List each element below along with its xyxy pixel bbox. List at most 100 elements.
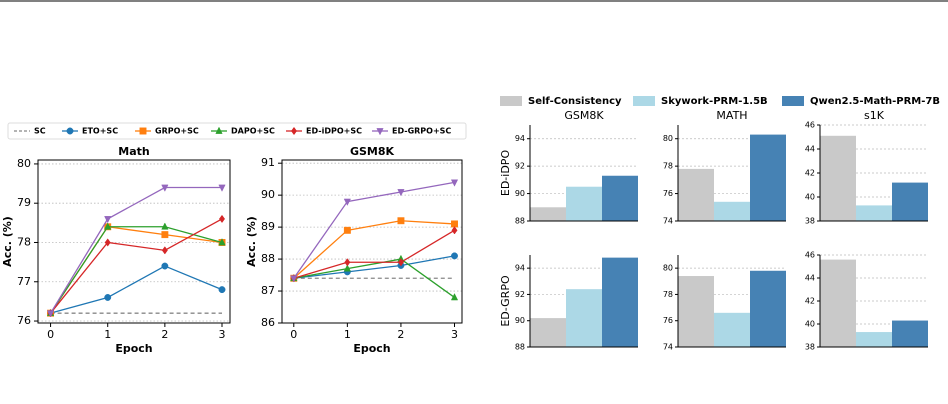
series-line xyxy=(293,229,455,279)
y-tick-label: 79 xyxy=(17,196,31,209)
bar xyxy=(678,168,714,221)
y-axis-label: Acc. (%) xyxy=(1,216,14,267)
y-tick-label: 76 xyxy=(663,189,673,198)
bar xyxy=(566,186,602,221)
point xyxy=(343,198,351,206)
bar xyxy=(892,320,928,347)
y-tick-label: 88 xyxy=(515,343,525,352)
series-line xyxy=(293,258,455,298)
point xyxy=(397,217,405,225)
x-tick-label: 2 xyxy=(161,328,168,341)
point xyxy=(376,128,384,136)
point xyxy=(450,293,459,301)
y-tick-label: 76 xyxy=(663,316,673,325)
y-tick-label: 74 xyxy=(663,217,673,226)
legend-label: Qwen2.5-Math-PRM-7B xyxy=(810,96,940,107)
y-tick-label: 80 xyxy=(663,134,673,143)
y-tick-label: 42 xyxy=(805,169,815,178)
row-label: ED-GRPO xyxy=(499,275,512,327)
series-line xyxy=(293,181,455,279)
y-tick-label: 38 xyxy=(805,217,815,226)
x-tick-label: 0 xyxy=(47,328,54,341)
x-axis-label: Epoch xyxy=(353,342,390,355)
x-tick-label: 3 xyxy=(219,328,226,341)
y-tick-label: 40 xyxy=(805,193,815,202)
x-tick-label: 0 xyxy=(290,328,297,341)
bar xyxy=(678,276,714,347)
legend-swatch xyxy=(633,96,655,106)
y-tick-label: 74 xyxy=(663,343,673,352)
point xyxy=(161,222,169,230)
point xyxy=(46,310,55,318)
bar xyxy=(856,332,892,347)
bar xyxy=(820,135,856,221)
y-tick-label: 86 xyxy=(261,316,275,329)
point xyxy=(397,258,404,267)
legend-label: ED-iDPO+SC xyxy=(306,127,362,136)
series-line xyxy=(293,220,455,279)
point xyxy=(139,127,147,135)
legend-label: Self-Consistency xyxy=(528,96,622,107)
y-tick-label: 91 xyxy=(261,156,275,169)
legend-label: DAPO+SC xyxy=(231,127,275,136)
y-tick-label: 90 xyxy=(515,316,525,325)
y-tick-label: 46 xyxy=(805,121,815,130)
point xyxy=(290,126,298,136)
legend-label: GRPO+SC xyxy=(155,127,199,136)
bar xyxy=(602,257,638,347)
y-tick-label: 94 xyxy=(515,134,525,143)
y-tick-label: 40 xyxy=(805,320,815,329)
y-tick-label: 80 xyxy=(663,264,673,273)
legend-label: Skywork-PRM-1.5B xyxy=(661,96,768,107)
point xyxy=(218,214,226,224)
bar xyxy=(530,207,566,221)
chart-title: Math xyxy=(118,145,149,158)
point xyxy=(218,184,226,192)
bar xyxy=(820,259,856,347)
point xyxy=(161,262,169,270)
bar xyxy=(602,175,638,221)
y-tick-label: 38 xyxy=(805,343,815,352)
y-tick-label: 42 xyxy=(805,297,815,306)
y-tick-label: 44 xyxy=(805,274,815,283)
y-axis-label: Acc. (%) xyxy=(245,216,258,267)
bar xyxy=(892,182,928,221)
bar xyxy=(714,201,750,221)
chart-title: GSM8K xyxy=(350,145,395,158)
point xyxy=(451,252,458,260)
point xyxy=(451,226,458,235)
point xyxy=(104,222,112,230)
legend-label: ETO+SC xyxy=(82,127,118,136)
y-tick-label: 88 xyxy=(515,217,525,226)
series-line xyxy=(293,255,455,279)
y-tick-label: 92 xyxy=(515,162,525,171)
y-tick-label: 92 xyxy=(515,290,525,299)
point xyxy=(161,231,169,239)
y-tick-label: 90 xyxy=(515,189,525,198)
column-title: MATH xyxy=(716,109,747,122)
y-tick-label: 87 xyxy=(261,284,275,297)
point xyxy=(161,246,168,255)
y-tick-label: 44 xyxy=(805,145,815,154)
point xyxy=(450,179,459,187)
y-tick-label: 90 xyxy=(261,188,275,201)
point xyxy=(66,127,74,135)
plot-frame xyxy=(281,159,463,324)
point xyxy=(343,264,351,272)
point xyxy=(161,184,169,192)
point xyxy=(290,275,298,283)
point xyxy=(344,258,351,267)
legend-label: SC xyxy=(34,127,46,136)
row-label: ED-iDPO xyxy=(499,150,512,197)
y-tick-label: 94 xyxy=(515,264,525,273)
bar xyxy=(750,134,786,221)
legend-swatch xyxy=(500,96,522,106)
legend-swatch xyxy=(782,96,804,106)
point xyxy=(343,226,351,234)
series-line xyxy=(50,265,223,314)
column-title: s1K xyxy=(864,109,885,122)
legend-label: ED-GRPO+SC xyxy=(392,127,451,136)
series-line xyxy=(50,186,222,314)
x-tick-label: 3 xyxy=(451,328,458,341)
